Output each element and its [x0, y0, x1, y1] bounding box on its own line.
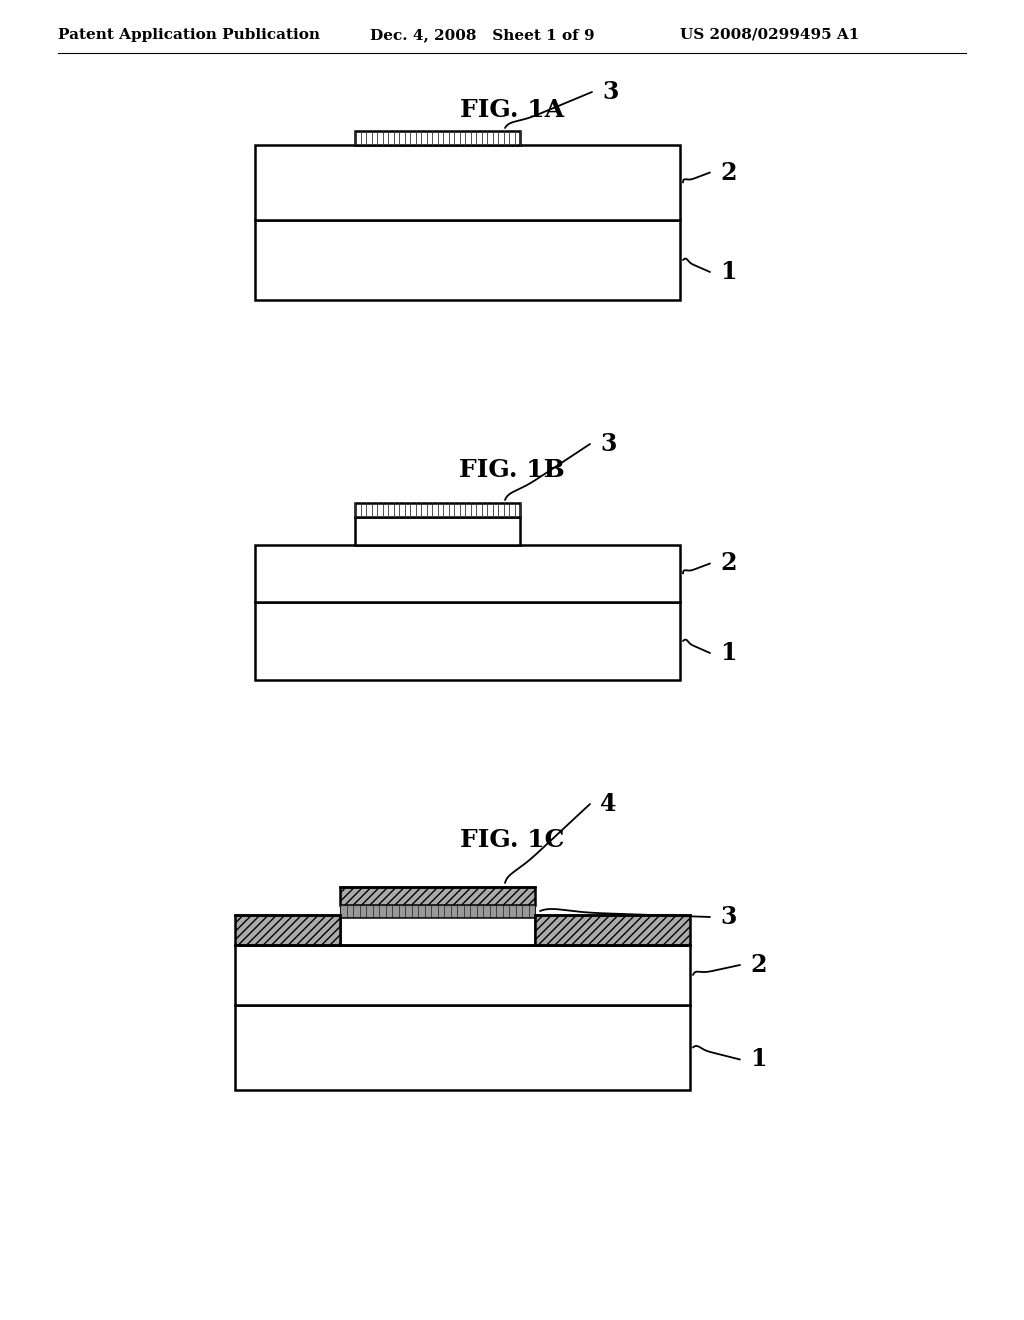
Text: Dec. 4, 2008   Sheet 1 of 9: Dec. 4, 2008 Sheet 1 of 9: [370, 28, 595, 42]
Text: FIG. 1C: FIG. 1C: [460, 828, 564, 851]
Bar: [535, 915, 690, 945]
Bar: [355, 517, 520, 545]
Text: 4: 4: [600, 792, 616, 816]
Bar: [340, 887, 535, 906]
Bar: [255, 145, 680, 220]
Text: 2: 2: [720, 552, 736, 576]
Bar: [355, 131, 520, 145]
Bar: [255, 602, 680, 680]
Bar: [255, 545, 680, 602]
Text: US 2008/0299495 A1: US 2008/0299495 A1: [680, 28, 859, 42]
Text: 2: 2: [720, 161, 736, 185]
Text: 3: 3: [720, 906, 736, 929]
Text: Patent Application Publication: Patent Application Publication: [58, 28, 319, 42]
Text: 1: 1: [750, 1048, 767, 1072]
Bar: [234, 945, 690, 1005]
Text: 2: 2: [750, 953, 767, 977]
Bar: [234, 1005, 690, 1090]
Text: 3: 3: [602, 81, 618, 104]
Text: 1: 1: [720, 642, 736, 665]
Text: FIG. 1B: FIG. 1B: [459, 458, 565, 482]
Text: 3: 3: [600, 432, 616, 455]
Text: FIG. 1A: FIG. 1A: [460, 98, 564, 121]
Bar: [340, 906, 535, 917]
Bar: [355, 503, 520, 517]
Text: 1: 1: [720, 260, 736, 284]
Bar: [255, 220, 680, 300]
Bar: [234, 915, 340, 945]
Bar: [340, 917, 535, 945]
